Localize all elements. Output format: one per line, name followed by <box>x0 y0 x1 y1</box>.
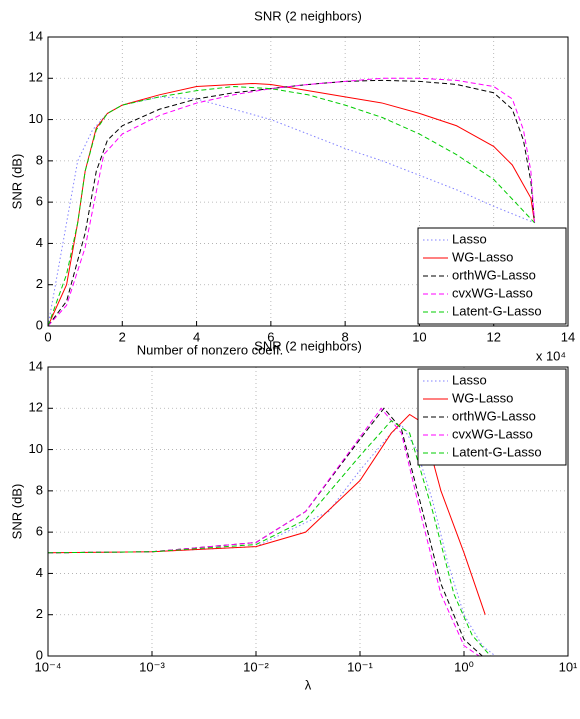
chart-title: SNR (2 neighbors) <box>254 338 362 353</box>
y-tick-label: 2 <box>36 276 43 291</box>
series-line <box>47 407 483 657</box>
series-line <box>47 77 536 327</box>
y-tick-label: 14 <box>29 28 43 43</box>
y-tick-label: 0 <box>36 317 43 332</box>
legend-label: Lasso <box>452 231 487 246</box>
x-tick-label: 10⁻² <box>243 659 269 674</box>
y-tick-label: 10 <box>29 111 43 126</box>
series-line <box>47 420 491 657</box>
x-tick-label: 10⁻⁴ <box>35 659 62 674</box>
series-line <box>47 82 536 327</box>
y-tick-label: 4 <box>36 235 43 250</box>
x-tick-label: 10⁻¹ <box>347 659 373 674</box>
series-line <box>47 79 536 327</box>
x-axis-label: λ <box>305 677 312 692</box>
x-axis-label: Number of nonzero coeff. <box>137 342 283 357</box>
legend-label: orthWG-Lasso <box>452 408 536 423</box>
y-tick-label: 8 <box>36 482 43 497</box>
x-tick-label: 8 <box>342 329 349 344</box>
y-tick-label: 10 <box>29 441 43 456</box>
x-tick-label: 0 <box>44 329 51 344</box>
y-axis-label: SNR (dB) <box>9 154 24 210</box>
x-tick-label: 12 <box>486 329 500 344</box>
legend-label: orthWG-Lasso <box>452 267 536 282</box>
x-tick-label: 10¹ <box>559 659 578 674</box>
series-line <box>47 413 486 615</box>
y-tick-label: 4 <box>36 565 43 580</box>
chart-title: SNR (2 neighbors) <box>254 8 362 23</box>
y-tick-label: 6 <box>36 524 43 539</box>
legend-label: cvxWG-Lasso <box>452 426 533 441</box>
legend-label: Lasso <box>452 372 487 387</box>
x-tick-label: 10⁻³ <box>139 659 165 674</box>
x-tick-label: 10⁰ <box>454 659 474 674</box>
x-tick-label: 14 <box>561 329 575 344</box>
x-tick-label: 2 <box>119 329 126 344</box>
legend-label: Latent-G-Lasso <box>452 444 542 459</box>
legend: Lasso WG-Lasso orthWG-Lasso cvxWG-Lasso Late… <box>417 227 567 325</box>
x-tick-label: 4 <box>193 329 200 344</box>
y-axis-label: SNR (dB) <box>9 484 24 540</box>
y-tick-label: 2 <box>36 606 43 621</box>
axes-box <box>47 36 569 327</box>
x-tick-label: 10 <box>412 329 426 344</box>
y-tick-label: 0 <box>36 647 43 662</box>
x-scale-label: x 10⁴ <box>536 348 566 363</box>
series-line <box>47 86 535 327</box>
legend-label: WG-Lasso <box>452 390 513 405</box>
legend-label: WG-Lasso <box>452 249 513 264</box>
legend: Lasso WG-Lasso orthWG-Lasso cvxWG-Lasso Late… <box>417 368 567 466</box>
series-line <box>47 407 480 657</box>
y-tick-label: 12 <box>29 70 43 85</box>
y-tick-label: 12 <box>29 400 43 415</box>
legend-label: Latent-G-Lasso <box>452 303 542 318</box>
y-tick-label: 8 <box>36 152 43 167</box>
x-tick-label: 6 <box>267 329 274 344</box>
legend-label: cvxWG-Lasso <box>452 285 533 300</box>
y-tick-label: 6 <box>36 194 43 209</box>
axes-box <box>47 366 569 657</box>
y-tick-label: 14 <box>29 358 43 373</box>
